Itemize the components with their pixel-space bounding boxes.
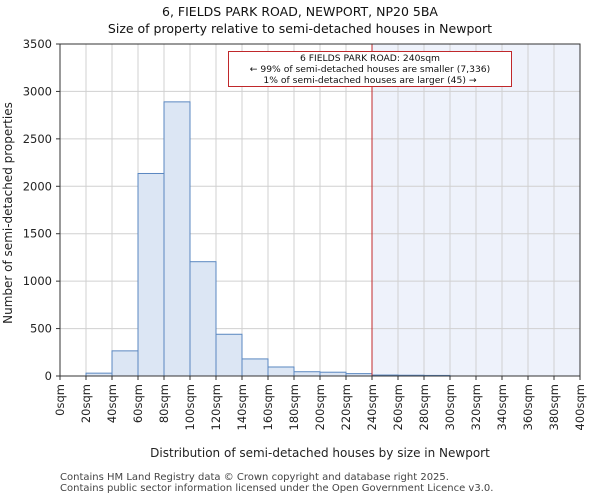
x-tick-label: 240sqm [365,384,379,430]
x-tick-label: 100sqm [183,384,197,430]
bar [293,371,321,377]
x-tick-label: 200sqm [313,384,327,430]
x-tick-label: 300sqm [443,384,457,430]
x-tick-label: 120sqm [209,384,223,430]
x-tick-label: 80sqm [157,384,171,423]
annotation-box: 6 FIELDS PARK ROAD: 240sqm ← 99% of semi… [228,51,512,87]
bar [267,366,295,377]
x-tick-label: 40sqm [105,384,119,423]
x-tick-label: 340sqm [495,384,509,430]
x-tick-label: 60sqm [131,384,145,423]
y-tick-label: 2000 [23,179,52,193]
y-tick-label: 0 [45,369,52,383]
x-tick-label: 220sqm [339,384,353,430]
bar [215,333,243,377]
footer-copyright: Contains HM Land Registry data © Crown c… [60,472,449,483]
x-axis-label: Distribution of semi-detached houses by … [150,446,490,460]
bar [189,261,217,377]
y-axis-label: Number of semi-detached properties [1,102,15,324]
annotation-line-1: 6 FIELDS PARK ROAD: 240sqm [299,53,440,64]
x-tick-label: 160sqm [261,384,275,430]
bar [137,172,165,377]
bar [163,101,191,377]
x-tick-label: 0sqm [53,384,67,416]
x-axis-ticks: 0sqm 20sqm 40sqm 60sqm 80sqm 100sqm 120sqm 140s… [53,376,587,430]
chart-subtitle: Size of property relative to semi-detach… [107,21,493,36]
y-axis-ticks: 0 500 1000 1500 2000 2500 3000 3500 [23,37,60,383]
y-tick-label: 1000 [23,274,52,288]
annotation-line-3: 1% of semi-detached houses are larger (4… [263,75,477,86]
x-tick-label: 400sqm [573,384,587,430]
bar [111,350,139,377]
x-tick-label: 260sqm [391,384,405,430]
x-tick-label: 380sqm [547,384,561,430]
bar [319,371,347,377]
footer-licence: Contains public sector information licen… [60,483,494,494]
y-tick-label: 3000 [23,84,52,98]
annotation-line-2: ← 99% of semi-detached houses are smalle… [249,64,491,75]
x-tick-label: 20sqm [79,384,93,423]
x-tick-label: 360sqm [521,384,535,430]
y-tick-label: 2500 [23,132,52,146]
y-tick-label: 1500 [23,227,52,241]
x-tick-label: 180sqm [287,384,301,430]
y-tick-label: 500 [30,322,52,336]
chart-title-address: 6, FIELDS PARK ROAD, NEWPORT, NP20 5BA [162,4,438,19]
bars [85,101,451,377]
x-tick-label: 320sqm [469,384,483,430]
x-tick-label: 280sqm [417,384,431,430]
x-tick-label: 140sqm [235,384,249,430]
bar [241,358,269,377]
y-tick-label: 3500 [23,37,52,51]
